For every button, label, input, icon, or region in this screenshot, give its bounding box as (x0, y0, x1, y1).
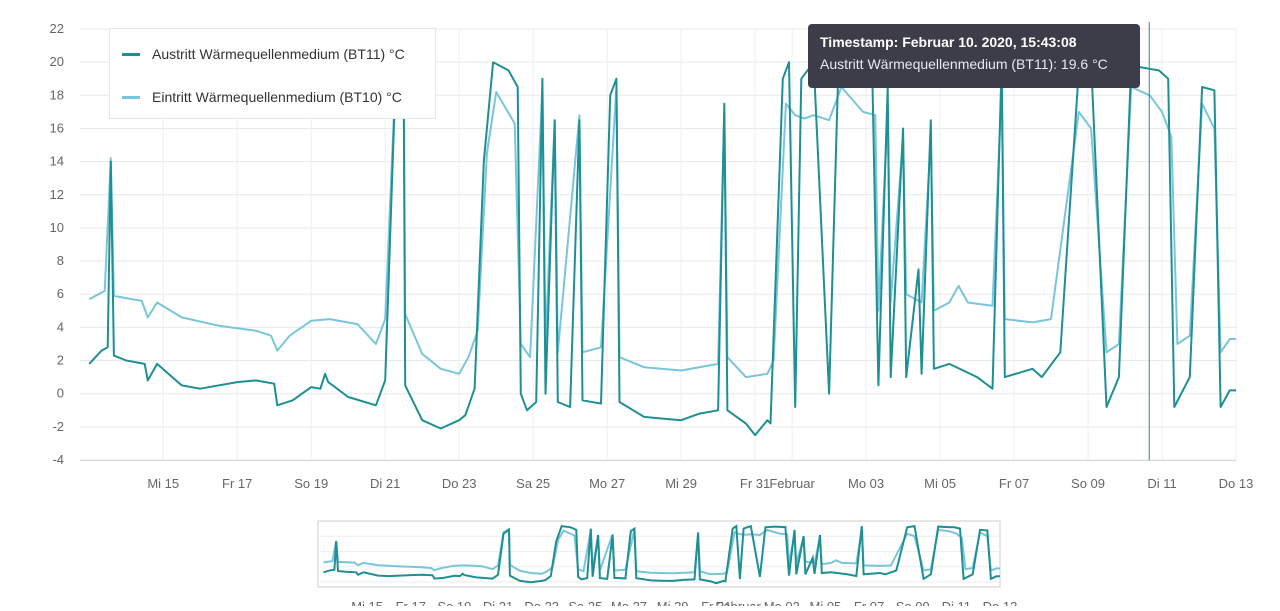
y-tick-label: 10 (50, 220, 64, 235)
y-tick-label: 18 (50, 87, 64, 102)
x-tick-label: So 09 (1071, 476, 1105, 491)
y-tick-label: 6 (57, 286, 64, 301)
x-tick-label: Mi 15 (147, 476, 179, 491)
navigator-tick-label: Do 23 (524, 599, 559, 606)
navigator-tick-label: Di 11 (942, 599, 971, 606)
navigator-tick-label: Mi 29 (657, 599, 689, 606)
x-tick-label: Februar (769, 476, 815, 491)
legend: Austritt Wärmequellenmedium (BT11) °C Ei… (109, 28, 436, 119)
y-axis: -4 -2 0 2 4 6 8 10 12 14 16 18 20 22 (50, 21, 64, 467)
y-tick-label: 8 (57, 253, 64, 268)
x-tick-label: Fr 31 (740, 476, 770, 491)
navigator-tick-label: Fr 07 (854, 599, 884, 606)
x-tick-label: Sa 25 (516, 476, 550, 491)
x-tick-label: Mi 29 (665, 476, 697, 491)
navigator-tick-label: So 09 (896, 599, 930, 606)
tooltip-title: Timestamp: Februar 10. 2020, 15:43:08 (820, 34, 1077, 50)
navigator-tick-label: Fr 17 (396, 599, 426, 606)
y-tick-label: 0 (57, 386, 64, 401)
y-tick-label: 14 (50, 154, 64, 169)
series-lines (88, 61, 1236, 437)
legend-label-bt10: Eintritt Wärmequellenmedium (BT10) °C (152, 89, 402, 105)
y-tick-label: -4 (52, 452, 64, 467)
legend-swatch-bt11 (122, 52, 140, 56)
y-tick-label: -2 (52, 419, 64, 434)
x-tick-label: Di 21 (370, 476, 400, 491)
navigator-tick-label: Do 13 (983, 599, 1018, 606)
x-tick-label: So 19 (294, 476, 328, 491)
tooltip-value: Austritt Wärmequellenmedium (BT11): 19.6… (820, 56, 1108, 72)
x-tick-label: Mi 05 (924, 476, 956, 491)
series-line-bt11 (88, 61, 1236, 437)
navigator-tick-label: Februar (715, 599, 761, 606)
y-tick-label: 20 (50, 54, 64, 69)
legend-swatch-bt10 (122, 95, 140, 99)
navigator-tick-label: Mo 03 (764, 599, 800, 606)
x-tick-label: Di 11 (1147, 476, 1176, 491)
navigator-tick-label: Mi 15 (351, 599, 383, 606)
x-tick-label: Fr 07 (999, 476, 1029, 491)
series-line-bt10 (88, 81, 1236, 379)
y-tick-label: 22 (50, 21, 64, 36)
tooltip: Timestamp: Februar 10. 2020, 15:43:08 Au… (808, 24, 1140, 88)
navigator-tick-label: Mo 27 (611, 599, 647, 606)
legend-label-bt11: Austritt Wärmequellenmedium (BT11) °C (152, 46, 405, 62)
navigator[interactable]: Mi 15 Fr 17 So 19 Di 21 Do 23 Sa 25 Mo 27 Mi 29… (317, 520, 1018, 611)
navigator-tick-label: Mi 05 (810, 599, 842, 606)
navigator-tick-label: Sa 25 (568, 599, 602, 606)
x-tick-label: Fr 17 (222, 476, 252, 491)
navigator-tick-label: So 19 (437, 599, 471, 606)
x-tick-label: Do 13 (1219, 476, 1254, 491)
navigator-series-bt11 (323, 524, 1000, 585)
y-tick-label: 2 (57, 353, 64, 368)
y-tick-label: 12 (50, 187, 64, 202)
navigator-tick-label: Di 21 (483, 599, 513, 606)
legend-item-bt10[interactable]: Eintritt Wärmequellenmedium (BT10) °C (122, 88, 402, 106)
x-axis: Mi 15 Fr 17 So 19 Di 21 Do 23 Sa 25 Mo 27 Mi 29… (147, 476, 1253, 491)
x-tick-label: Mo 03 (848, 476, 884, 491)
y-tick-label: 4 (57, 319, 64, 334)
x-tick-label: Mo 27 (589, 476, 625, 491)
legend-item-bt11[interactable]: Austritt Wärmequellenmedium (BT11) °C (122, 45, 405, 63)
x-tick-label: Do 23 (442, 476, 477, 491)
y-tick-label: 16 (50, 120, 64, 135)
